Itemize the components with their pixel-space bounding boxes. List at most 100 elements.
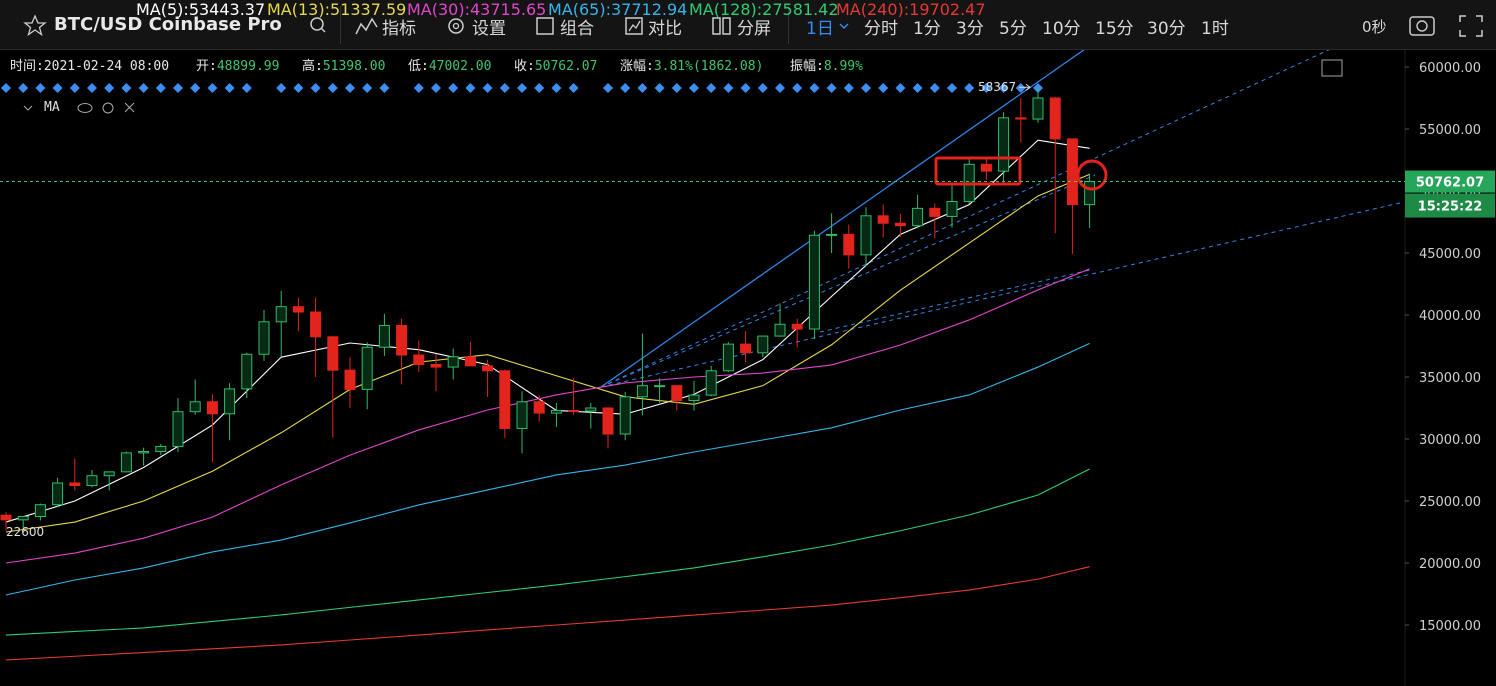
- candle-body: [585, 407, 597, 412]
- candle-body: [413, 354, 425, 365]
- y-tick-label: 45000.00: [1419, 247, 1481, 262]
- settings-icon[interactable]: [102, 102, 114, 114]
- y-tick-label: 55000.00: [1419, 123, 1481, 138]
- interval-button[interactable]: 15分: [1095, 19, 1134, 39]
- event-marker: [121, 83, 132, 93]
- settings-icon[interactable]: [448, 18, 464, 34]
- legend-sep: :: [464, 0, 470, 19]
- legend-name: MA(5): [136, 0, 184, 19]
- ma-line: [5, 139, 1090, 523]
- ma-title: MA: [44, 100, 60, 115]
- interval-button[interactable]: 分时: [864, 19, 898, 39]
- candle-body: [843, 233, 855, 256]
- interval-button[interactable]: 1分: [913, 19, 941, 39]
- info-label: 高:: [302, 59, 323, 74]
- interval-button[interactable]: 30分: [1147, 19, 1186, 39]
- trend-line-dashed: [819, 269, 1091, 333]
- candle-body: [52, 482, 64, 506]
- y-tick-label: 20000.00: [1419, 557, 1481, 572]
- fullscreen-icon[interactable]: [1459, 15, 1483, 37]
- event-marker: [293, 83, 304, 93]
- split-icon[interactable]: [712, 17, 721, 35]
- toolbar-button[interactable]: 指标: [382, 19, 416, 39]
- search-icon[interactable]: [310, 17, 324, 31]
- y-tick-label: 60000.00: [1419, 61, 1481, 76]
- event-marker: [551, 83, 562, 93]
- last-price-tag: [1405, 170, 1495, 193]
- trend-line: [600, 50, 1085, 388]
- collapse-icon[interactable]: [23, 105, 33, 111]
- candle-body: [1066, 138, 1078, 206]
- legend-entry: MA(128):27581.42: [689, 0, 839, 19]
- info-item: 高:51398.00: [302, 55, 385, 74]
- event-marker: [689, 83, 699, 93]
- compare-icon[interactable]: [625, 17, 643, 35]
- legend-entry: MA(13):51337.59: [267, 0, 406, 19]
- event-marker: [1015, 83, 1026, 93]
- event-marker: [654, 83, 665, 93]
- legend-sep: :: [756, 0, 763, 19]
- info-value: 8.99%: [823, 59, 863, 74]
- event-marker: [379, 83, 390, 93]
- event-marker: [431, 83, 441, 93]
- candle-body: [189, 401, 201, 413]
- event-marker: [413, 83, 424, 93]
- ma-line: [5, 468, 1090, 636]
- event-marker: [998, 83, 1009, 93]
- candle-body: [275, 306, 287, 323]
- toolbar-button[interactable]: 设置: [472, 19, 506, 39]
- legend-value: 19702.47: [909, 0, 986, 19]
- high-arrow-head: [1025, 83, 1031, 91]
- toolbar-button[interactable]: 对比: [648, 19, 682, 39]
- info-item: 低:47002.00: [408, 55, 491, 74]
- candle-body: [361, 346, 373, 390]
- snapshot-icon[interactable]: [1409, 16, 1435, 36]
- info-item: 涨幅:3.81%(1862.08): [620, 55, 763, 74]
- symbol-title[interactable]: BTC/USD Coinbase Pro: [54, 14, 282, 35]
- low-label: 22600: [6, 525, 44, 539]
- info-value: 47002.00: [428, 59, 492, 74]
- event-marker: [276, 83, 287, 93]
- timer-tag: [1405, 193, 1495, 218]
- ma-line: [5, 566, 1090, 661]
- candle-body: [533, 401, 545, 414]
- event-marker: [345, 83, 355, 93]
- interval-button[interactable]: 3分: [956, 19, 984, 39]
- layout-icon[interactable]: [536, 17, 554, 35]
- indicator-icon[interactable]: [355, 17, 378, 35]
- toolbar-button[interactable]: 组合: [560, 19, 594, 39]
- interval-button[interactable]: 1时: [1201, 19, 1229, 39]
- interval-button[interactable]: 10分: [1042, 19, 1081, 39]
- info-label: 时间:: [10, 59, 44, 74]
- legend-value: 51337.59: [329, 0, 407, 19]
- remove-icon[interactable]: [124, 102, 135, 113]
- candle-body: [206, 401, 218, 415]
- info-value: 50762.07: [534, 59, 598, 74]
- toolbar-icons: [23, 14, 1483, 37]
- candle-body: [636, 385, 648, 398]
- visibility-icon[interactable]: [77, 103, 93, 113]
- toolbar-button[interactable]: 分屏: [737, 19, 771, 39]
- event-marker: [173, 83, 183, 93]
- interval-chevron[interactable]: [839, 23, 849, 29]
- interval-button[interactable]: 1日: [806, 19, 834, 39]
- candle-body: [774, 323, 786, 337]
- legend-entry: MA(240):19702.47: [836, 0, 986, 19]
- candle-body: [929, 207, 941, 217]
- event-marker: [327, 83, 338, 93]
- interval-button[interactable]: 5分: [999, 19, 1027, 39]
- legend-name: MA(65): [548, 0, 606, 19]
- note-icon: [1321, 59, 1343, 77]
- y-tick-label: 35000.00: [1419, 371, 1481, 386]
- info-item: 时间:2021-02-24 08:00: [10, 55, 169, 74]
- separator: [788, 6, 789, 44]
- event-marker: [310, 83, 321, 93]
- legend-name: MA(30): [407, 0, 465, 19]
- info-item: 开:48899.99: [196, 55, 279, 74]
- toolbar: BTC/USD Coinbase Pro 0秒 指标 设置 组合 对比 分屏 1日 分时 1分…: [0, 0, 1496, 50]
- candle-body: [619, 396, 631, 435]
- candle-body: [1084, 181, 1096, 206]
- settings-icon-center: [452, 22, 460, 30]
- highlight-circle: [1076, 159, 1108, 191]
- favorite-icon[interactable]: [23, 14, 47, 37]
